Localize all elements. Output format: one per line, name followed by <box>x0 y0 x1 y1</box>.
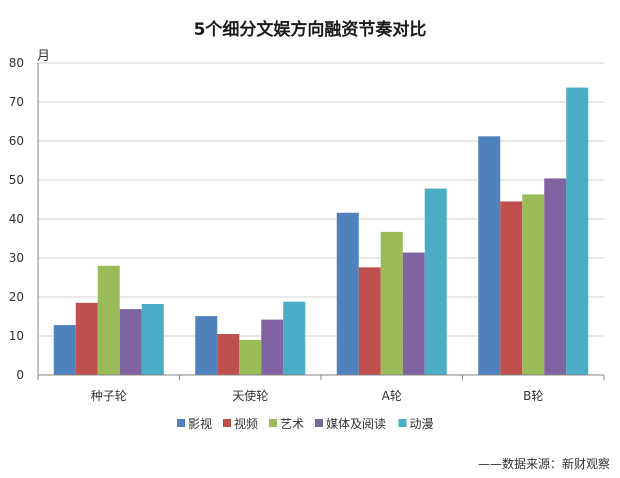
gridlines <box>38 62 604 337</box>
y-tick-label: 50 <box>9 173 24 187</box>
chart-title: 5个细分文娱方向融资节奏对比 <box>194 19 427 40</box>
bar <box>336 212 359 375</box>
legend-label: 艺术 <box>280 417 304 431</box>
bars <box>53 87 589 375</box>
bar <box>358 267 381 375</box>
y-tick-label: 80 <box>9 56 24 70</box>
x-tick-label: A轮 <box>382 389 402 403</box>
legend-swatch <box>177 419 185 427</box>
bar <box>75 302 98 375</box>
source-note: ——数据来源：新财观察 <box>478 456 610 471</box>
bar <box>500 201 523 375</box>
y-tick-label: 40 <box>9 212 24 226</box>
y-tick-label: 60 <box>9 134 24 148</box>
bar <box>141 304 164 375</box>
legend-swatch <box>223 419 231 427</box>
bar <box>283 301 306 375</box>
y-axis-unit-label: 月 <box>37 49 50 64</box>
bar <box>261 319 284 375</box>
legend-label: 动漫 <box>410 417 434 431</box>
bar <box>97 265 120 375</box>
legend-swatch <box>269 419 277 427</box>
bar <box>217 334 240 375</box>
y-tick-label: 30 <box>9 251 24 265</box>
bar <box>566 87 589 375</box>
x-tick-label: B轮 <box>523 389 543 403</box>
bar <box>119 309 142 375</box>
legend-label: 影视 <box>188 416 212 431</box>
y-tick-label: 70 <box>9 95 24 109</box>
bar <box>402 252 425 375</box>
bar <box>522 194 545 375</box>
x-tick-label: 种子轮 <box>91 389 127 403</box>
y-tick-label: 20 <box>9 290 24 304</box>
bar <box>195 316 218 375</box>
bar <box>53 325 76 375</box>
bar <box>544 178 567 375</box>
bar <box>380 231 403 375</box>
legend-swatch <box>398 419 407 427</box>
y-tick-label: 10 <box>9 329 24 343</box>
axes: 0 10 20 30 40 50 60 70 80 种子轮 天使轮 A轮 B轮 <box>9 56 605 403</box>
legend-swatch <box>315 419 323 427</box>
legend: 影视 视频 艺术 媒体及阅读 动漫 <box>177 416 434 431</box>
x-tick-label: 天使轮 <box>232 388 268 403</box>
bar <box>239 339 262 375</box>
legend-label: 视频 <box>234 416 258 431</box>
bar <box>478 136 501 375</box>
y-tick-label: 0 <box>16 368 24 382</box>
legend-label: 媒体及阅读 <box>326 417 386 431</box>
bar <box>424 188 447 375</box>
